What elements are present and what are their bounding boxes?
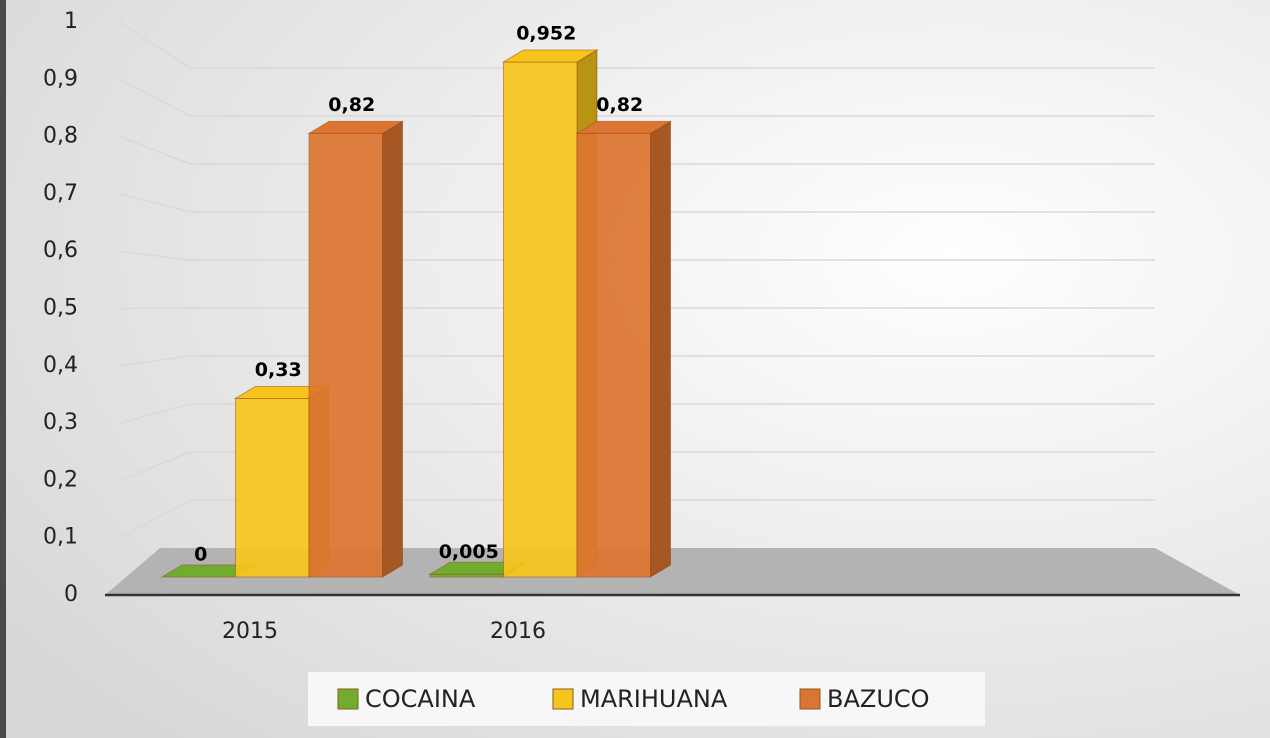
bar-front (308, 132, 383, 578)
grid-line-side (119, 451, 191, 482)
frame-edge (0, 0, 6, 738)
grid-line-side (119, 499, 191, 539)
grid-line-side (119, 21, 191, 69)
bar-side-shade (650, 121, 671, 577)
bar-front (576, 132, 651, 578)
legend-swatch (799, 688, 821, 710)
value-label: 0,82 (596, 94, 643, 116)
y-tick-label: 0,3 (43, 410, 78, 435)
value-label: 0,33 (255, 359, 302, 381)
grid-line-side (119, 307, 191, 310)
y-tick-label: 0,5 (43, 296, 78, 321)
bar-front (503, 61, 578, 578)
bar-side-shade (382, 121, 403, 577)
bar-top (307, 120, 405, 134)
grid-line-side (119, 78, 191, 117)
grid-line-side (119, 403, 191, 424)
y-tick-label: 0,4 (43, 353, 78, 378)
grid-line-side (119, 135, 191, 165)
legend-swatch (552, 688, 574, 710)
grid-line-side (119, 355, 191, 367)
value-label: 0,82 (328, 94, 375, 116)
legend-label: MARIHUANA (580, 685, 728, 713)
y-tick-label: 0,6 (43, 238, 78, 263)
legend-swatch (337, 688, 359, 710)
y-tick-label: 0,8 (43, 124, 78, 149)
y-tick-label: 0,7 (43, 181, 78, 206)
y-tick-label: 1 (64, 9, 78, 34)
bar-top (501, 49, 599, 63)
value-label: 0,952 (516, 22, 576, 44)
grid-line-side (119, 193, 191, 213)
legend-label: BAZUCO (827, 685, 930, 713)
y-tick-label: 0 (64, 582, 78, 607)
y-tick-label: 0,1 (43, 525, 78, 550)
grid-line-side (119, 250, 191, 261)
legend-box (308, 672, 985, 726)
x-tick-label: 2016 (490, 619, 546, 644)
bar-front (235, 397, 310, 578)
y-tick-label: 0,9 (43, 66, 78, 91)
y-tick-label: 0,2 (43, 467, 78, 492)
value-label: 0,005 (439, 541, 499, 563)
bar (575, 120, 673, 578)
value-label: 0 (194, 544, 207, 566)
bar (307, 120, 405, 578)
legend-label: COCAINA (365, 685, 476, 713)
bar-top (575, 120, 673, 134)
x-tick-label: 2015 (222, 619, 278, 644)
